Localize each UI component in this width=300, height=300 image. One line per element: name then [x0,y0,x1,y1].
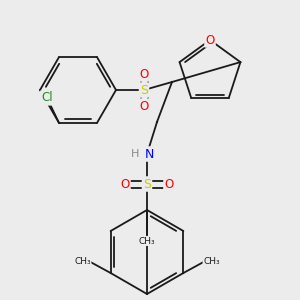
Text: O: O [140,68,148,80]
Text: CH₃: CH₃ [203,256,220,266]
Text: S: S [140,83,148,97]
Text: O: O [140,100,148,112]
Text: Cl: Cl [41,92,53,104]
Text: O: O [164,178,174,190]
Text: N: N [144,148,154,160]
Text: O: O [206,34,214,46]
Text: S: S [143,178,151,190]
Text: H: H [131,149,139,159]
Text: CH₃: CH₃ [74,256,91,266]
Text: O: O [120,178,130,190]
Text: CH₃: CH₃ [139,236,155,245]
